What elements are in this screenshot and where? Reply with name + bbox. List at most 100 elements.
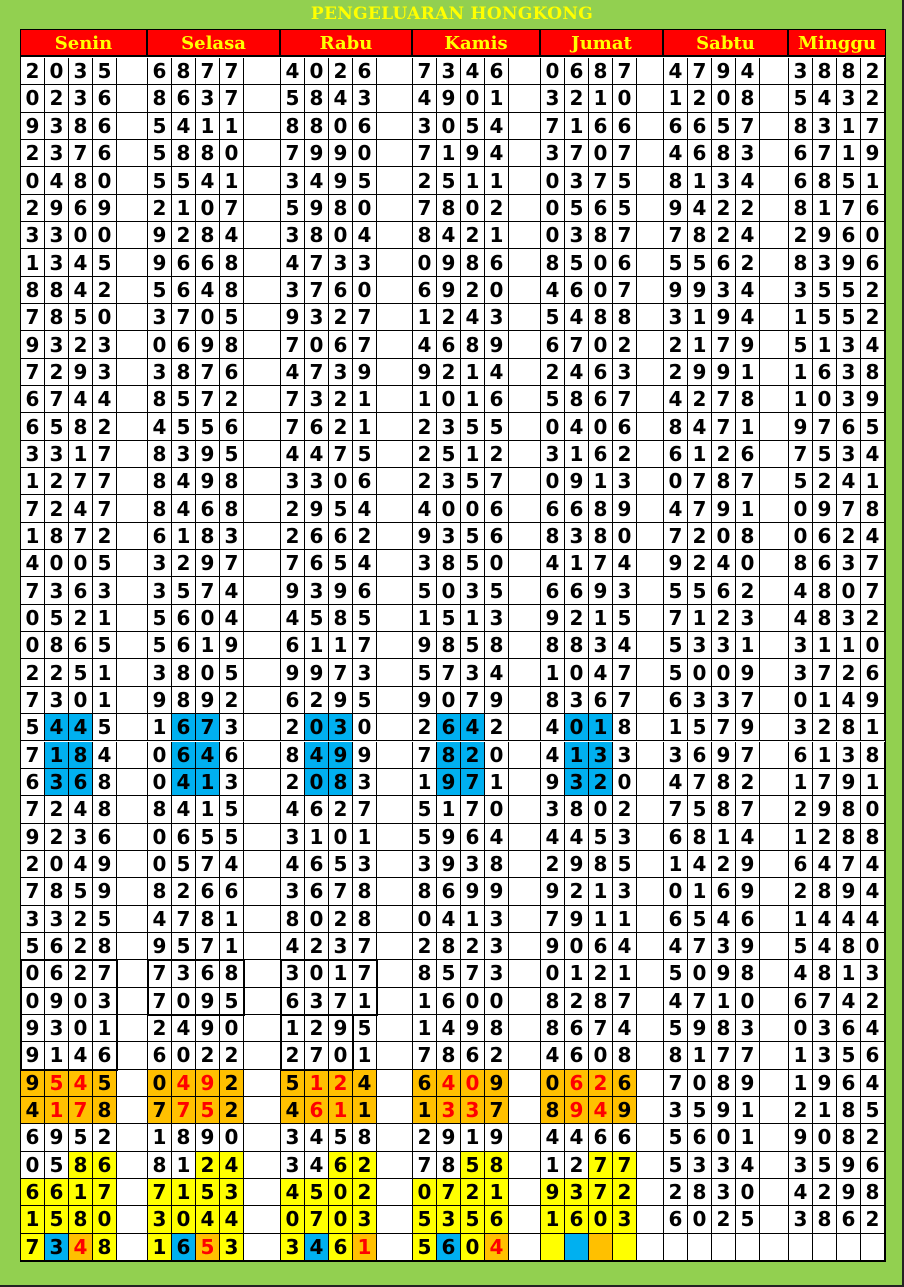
digit-cell: 1 [485, 167, 509, 194]
digit-cell: 0 [861, 222, 885, 249]
digit-cell: 9 [329, 686, 353, 714]
spacer-cell [244, 686, 281, 714]
digit-cell: 5 [148, 276, 172, 304]
digit-cell: 1 [93, 604, 117, 632]
digit-cell [541, 1233, 565, 1260]
digit-cell: 8 [69, 1151, 93, 1178]
digit-cell: 0 [712, 522, 736, 550]
digit-cell: 0 [21, 1151, 45, 1178]
digit-cell: 3 [353, 85, 377, 112]
digit-cell: 5 [220, 304, 244, 331]
digit-cell: 9 [712, 1096, 736, 1124]
spacer-cell [509, 112, 541, 139]
digit-cell: 2 [565, 85, 589, 112]
digit-cell: 9 [305, 194, 329, 222]
digit-cell: 6 [437, 878, 461, 905]
digit-cell: 9 [305, 659, 329, 686]
digit-cell: 3 [789, 659, 813, 686]
digit-cell: 6 [565, 1206, 589, 1233]
spacer-cell [377, 85, 413, 112]
digit-cell: 5 [813, 276, 837, 304]
spacer-cell [117, 194, 148, 222]
digit-cell: 9 [541, 1178, 565, 1206]
digit-cell: 8 [305, 112, 329, 139]
digit-cell: 1 [461, 440, 485, 468]
digit-cell: 0 [413, 249, 437, 276]
digit-cell: 5 [664, 577, 688, 604]
spacer-cell [244, 222, 281, 249]
digit-cell: 5 [45, 604, 69, 632]
digit-cell: 2 [353, 522, 377, 550]
digit-cell: 9 [613, 1096, 637, 1124]
digit-cell: 9 [565, 905, 589, 932]
spacer-cell [760, 522, 789, 550]
spacer-cell [244, 659, 281, 686]
spacer-cell [117, 249, 148, 276]
digit-cell: 8 [712, 1014, 736, 1042]
digit-cell: 4 [664, 987, 688, 1014]
digit-cell: 8 [589, 987, 613, 1014]
digit-cell: 0 [148, 768, 172, 796]
spacer-cell [377, 249, 413, 276]
spacer-cell [760, 194, 789, 222]
digit-cell: 8 [45, 632, 69, 659]
digit-cell: 2 [861, 304, 885, 331]
digit-cell: 0 [196, 304, 220, 331]
spacer-cell [244, 522, 281, 550]
digit-cell: 0 [329, 1178, 353, 1206]
digit-cell: 4 [861, 1014, 885, 1042]
digit-cell: 9 [21, 1042, 45, 1069]
digit-cell: 3 [736, 140, 760, 167]
digit-cell: 1 [736, 413, 760, 440]
digit-cell: 7 [688, 768, 712, 796]
digit-cell: 3 [712, 932, 736, 960]
digit-cell: 9 [485, 1069, 509, 1096]
digit-cell: 5 [613, 604, 637, 632]
spacer-cell [117, 140, 148, 167]
spacer-cell [117, 686, 148, 714]
digit-cell: 0 [148, 823, 172, 850]
digit-cell: 8 [485, 850, 509, 878]
results-table: Senin Selasa Rabu Kamis Jumat Sabtu Minggu 2 0 3 5… [20, 29, 886, 1262]
spacer-cell [509, 686, 541, 714]
spacer-cell [637, 932, 664, 960]
digit-cell: 1 [712, 823, 736, 850]
digit-cell: 1 [813, 741, 837, 768]
spacer-cell [637, 140, 664, 167]
digit-cell: 3 [281, 222, 305, 249]
digit-cell: 7 [485, 468, 509, 495]
spacer-cell [760, 1151, 789, 1178]
digit-cell: 1 [589, 905, 613, 932]
digit-cell: 0 [329, 222, 353, 249]
digit-cell: 6 [437, 714, 461, 741]
result-sabtu [664, 1233, 789, 1260]
spacer-cell [377, 823, 413, 850]
digit-cell: 1 [21, 1206, 45, 1233]
digit-cell: 1 [589, 604, 613, 632]
digit-cell: 8 [861, 823, 885, 850]
digit-cell: 4 [69, 276, 93, 304]
digit-cell: 2 [305, 1014, 329, 1042]
digit-cell: 4 [69, 1069, 93, 1096]
digit-cell: 2 [69, 604, 93, 632]
digit-cell: 5 [220, 987, 244, 1014]
digit-cell: 8 [589, 58, 613, 85]
digit-cell: 8 [329, 604, 353, 632]
digit-cell: 2 [93, 276, 117, 304]
digit-cell: 0 [613, 768, 637, 796]
digit-cell: 2 [613, 796, 637, 823]
